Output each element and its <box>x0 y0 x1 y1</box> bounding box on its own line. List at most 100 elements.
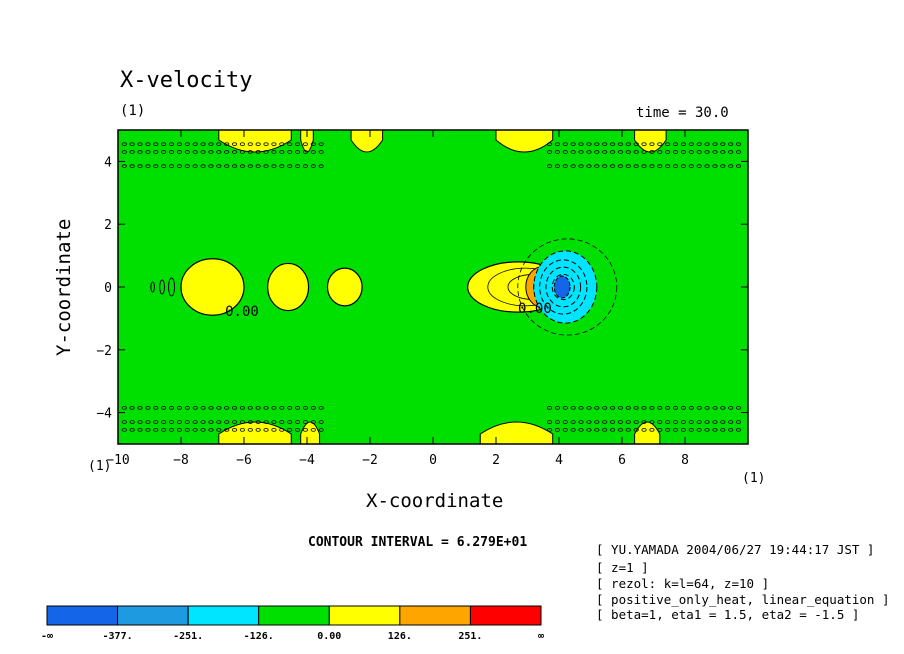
noise-dot <box>161 150 167 154</box>
noise-dot <box>145 142 151 146</box>
noise-dot <box>263 164 269 168</box>
x-tick-label: 4 <box>555 453 563 468</box>
noise-dot <box>562 150 568 154</box>
noise-dot <box>672 406 679 410</box>
noise-dot <box>137 150 143 154</box>
noise-dot <box>224 420 230 424</box>
noise-dot <box>161 406 167 410</box>
noise-dot <box>570 150 576 154</box>
noise-dot <box>665 142 671 146</box>
x-unit-label: (1) <box>88 459 112 474</box>
noise-dot <box>546 142 553 146</box>
note-line-3: [ rezol: k=l=64, z=10 ] <box>596 576 770 591</box>
noise-dot <box>609 428 616 432</box>
noise-dot <box>255 142 261 146</box>
noise-dot <box>137 164 143 168</box>
small-contour <box>168 277 176 297</box>
noise-dot <box>570 420 576 424</box>
noise-dot <box>665 406 671 410</box>
small-contour <box>150 281 155 293</box>
noise-dot <box>184 428 190 432</box>
contour-zero-label: 0.00 <box>225 304 259 320</box>
noise-dot <box>617 420 624 424</box>
noise-dot <box>562 406 568 410</box>
noise-dot <box>200 420 206 424</box>
noise-row-top-1 <box>121 142 742 146</box>
noise-dot <box>641 142 647 146</box>
noise-dot <box>735 420 742 424</box>
noise-dot <box>200 428 206 432</box>
noise-dot <box>121 428 127 432</box>
noise-dot <box>633 164 639 168</box>
note-line-5: [ beta=1, eta1 = 1.5, eta2 = -1.5 ] <box>596 607 860 622</box>
x-tick-label: −10 <box>106 453 129 468</box>
noise-dot <box>279 164 285 168</box>
noise-dot <box>192 164 198 168</box>
noise-dot <box>680 142 687 146</box>
colorbar-label: -126. <box>244 631 274 642</box>
colorbar-swatch <box>399 605 471 626</box>
y-tick-label: 4 <box>104 155 112 170</box>
noise-dot <box>665 428 671 432</box>
noise-dot <box>696 150 702 154</box>
noise-dot <box>562 428 568 432</box>
noise-dot <box>688 420 694 424</box>
noise-dot <box>554 164 561 168</box>
noise-dot <box>602 406 608 410</box>
noise-dot <box>247 428 253 432</box>
noise-dot <box>287 420 293 424</box>
noise-dot <box>247 150 253 154</box>
noise-dot <box>594 406 600 410</box>
noise-dot <box>302 428 309 432</box>
noise-dot <box>728 150 734 154</box>
x-tick-label: 0 <box>429 453 437 468</box>
noise-dot <box>602 150 608 154</box>
x-tick-label: 6 <box>618 453 626 468</box>
noise-dot <box>617 406 624 410</box>
noise-dot <box>168 406 175 410</box>
noise-dot <box>310 420 316 424</box>
noise-dot <box>153 428 159 432</box>
y-unit-label: (1) <box>742 471 766 486</box>
noise-dot <box>231 406 238 410</box>
noise-dot <box>625 420 631 424</box>
noise-dot <box>720 164 726 168</box>
noise-dot <box>720 142 726 146</box>
noise-dot <box>704 164 710 168</box>
noise-dot <box>657 420 663 424</box>
note-line-1: [ YU.YAMADA 2004/06/27 19:44:17 JST ] <box>596 542 875 557</box>
noise-dot <box>168 150 175 154</box>
noise-dot <box>649 406 655 410</box>
y-tick-label: −4 <box>96 407 112 422</box>
noise-dot <box>562 420 568 424</box>
noise-dot <box>546 164 553 168</box>
noise-dot <box>586 142 592 146</box>
noise-dot <box>294 142 301 146</box>
noise-dot <box>224 150 230 154</box>
x-tick-label: −2 <box>362 453 378 468</box>
noise-dot <box>554 150 561 154</box>
noise-dot <box>665 164 671 168</box>
noise-dot <box>617 428 624 432</box>
colorbar-swatch <box>187 605 260 626</box>
noise-dot <box>720 420 726 424</box>
colorbar-label: 0.00 <box>317 631 341 642</box>
noise-dot <box>145 150 151 154</box>
noise-dot <box>665 420 671 424</box>
y-tick-label: 2 <box>104 218 112 233</box>
noise-dot <box>271 150 277 154</box>
noise-dot <box>153 164 159 168</box>
noise-dot <box>688 428 694 432</box>
noise-dot <box>208 420 214 424</box>
boundary-band <box>350 130 384 153</box>
noise-dot <box>554 420 561 424</box>
noise-dot <box>184 420 190 424</box>
noise-dot <box>161 164 167 168</box>
noise-dot <box>271 406 277 410</box>
noise-dot <box>680 428 687 432</box>
noise-dot <box>310 406 316 410</box>
x-axis-title: X-coordinate <box>366 490 504 512</box>
noise-dot <box>137 428 143 432</box>
noise-dot <box>712 406 718 410</box>
noise-dot <box>546 428 553 432</box>
